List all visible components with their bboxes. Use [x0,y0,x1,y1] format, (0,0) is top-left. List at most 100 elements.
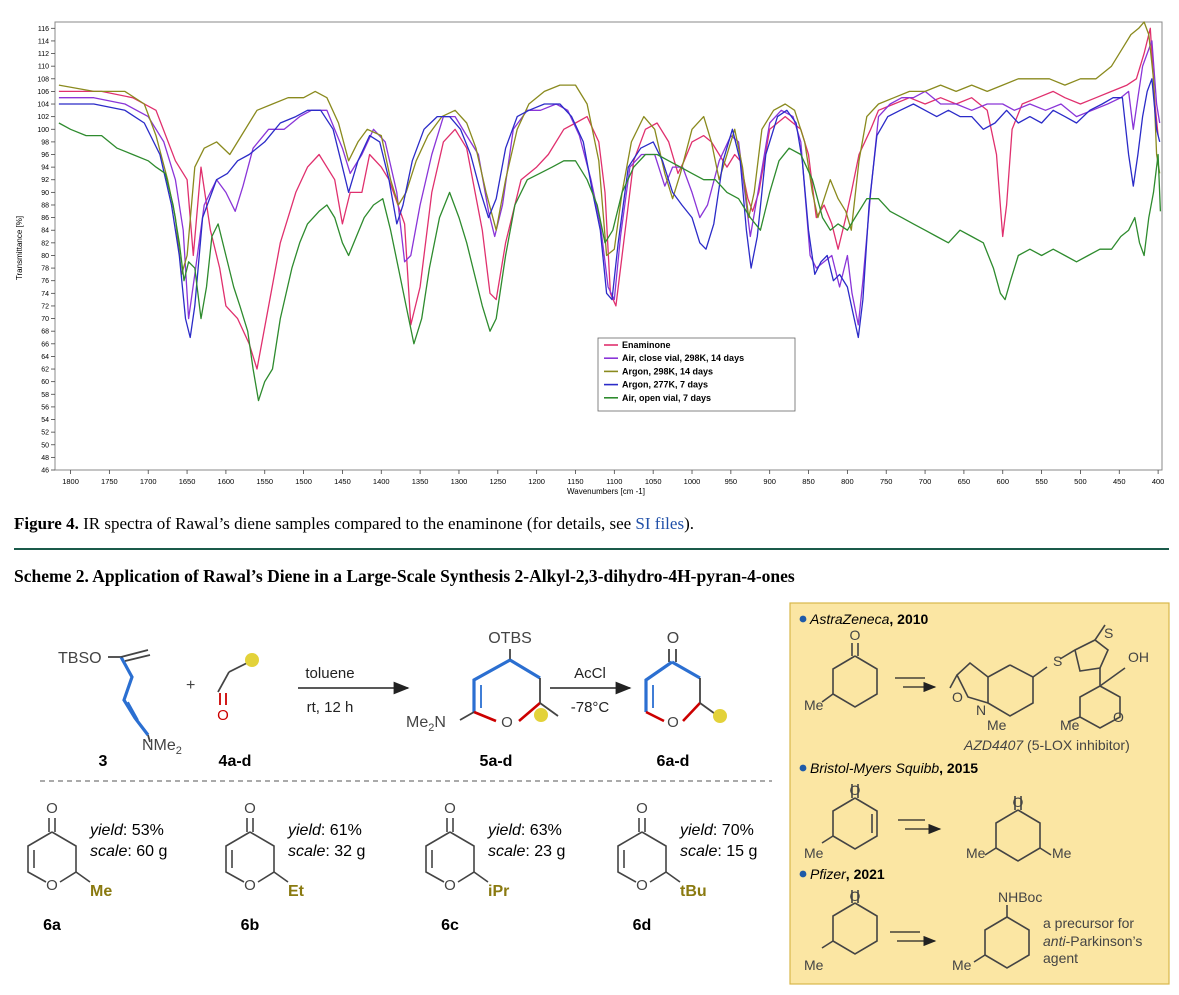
y-tick-label: 46 [41,468,49,475]
y-tick-label: 100 [37,127,49,134]
svg-text:a precursor for: a precursor for [1043,915,1134,931]
ir-spectrum-chart: 1800 1750 1700 1650 1600 1550 1500 1450 1400 1350… [15,21,1165,496]
plot-area [54,21,1163,471]
x-axis-label: Wavenumbers [cm -1] [567,487,645,496]
y-tick-label: 52 [41,430,49,437]
y-tick-label: 50 [41,442,49,449]
condition-1-top: toluene [305,665,354,682]
compound-3-label: 3 [99,753,108,770]
y-tick-label: 112 [38,51,49,58]
svg-text:Me: Me [966,845,986,861]
series-line-0 [58,27,1159,370]
svg-text:Me: Me [804,957,824,973]
y-tick-label: 114 [38,38,49,45]
svg-text:S: S [1104,625,1113,641]
x-tick-label: 750 [880,477,893,486]
series-line-4 [58,122,1162,402]
x-tick-label: 1450 [334,477,351,486]
x-tick-label: 1100 [606,477,622,486]
legend-entry: Argon, 298K, 14 days [622,366,713,376]
alkyl-group: iPr [488,883,509,900]
y-tick-label: 104 [37,102,49,109]
x-tick-label: 900 [763,477,776,486]
y-tick-label: 48 [41,455,49,462]
x-tick-label: 1050 [645,477,662,486]
compound-6-label: 6a-d [657,753,690,770]
x-tick-label: 1550 [256,477,273,486]
y-tick-label: 88 [41,202,49,209]
svg-text:anti-Parkinson’s: anti-Parkinson’s [1043,933,1142,949]
caption-text: IR spectra of Rawal’s diene samples comp… [83,514,632,533]
x-tick-label: 1800 [62,477,79,486]
reaction-scheme: TBSO NMe2 3 + O 4a-d toluene rt, 12 h OT… [27,602,1170,985]
condition-2-bottom: -78°C [571,699,610,716]
x-tick-label: 500 [1074,477,1087,486]
series-line-3 [58,78,1161,339]
product-6b: O O Et 6b yield: 61% scale: 32 g [225,800,365,934]
y-tick-label: 54 [41,417,49,424]
me2n-label: Me2N [406,714,446,734]
x-tick-label: 1250 [489,477,506,486]
x-tick-label: 1150 [567,477,583,486]
nme2-label: NMe2 [142,737,182,757]
x-tick-label: 400 [1152,477,1165,486]
x-tick-label: 1000 [684,477,701,486]
ring-oxygen: O [444,877,456,894]
yield-text: yield: 63% [487,822,562,839]
y-tick-label: 58 [41,392,49,399]
y-tick-label: 92 [41,177,49,184]
svg-text:Me: Me [804,697,824,713]
product-6c: O O iPr 6c yield: 63% scale: 23 g [425,800,565,934]
x-tick-label: 1700 [140,477,157,486]
svg-text:Me: Me [952,957,972,973]
y-tick-label: 60 [41,379,49,386]
y-tick-label: 86 [41,215,49,222]
svg-text:O: O [952,689,963,705]
x-tick-label: 1500 [295,477,312,486]
y-tick-label: 72 [41,303,49,310]
compound-5-structure: OTBS O Me2N 5a-d [406,630,559,770]
svg-text:Me: Me [1060,717,1080,733]
y-tick-label: 76 [41,278,49,285]
y-tick-label: 80 [41,253,49,260]
svg-text:NHBoc: NHBoc [998,889,1042,905]
aldehyde-oxygen: O [217,707,229,724]
svg-text:N: N [976,702,986,718]
ketone-oxygen: O [667,630,679,647]
r-group-marker [245,653,259,667]
y-tick-label: 98 [41,139,49,146]
x-tick-label: 1350 [412,477,429,486]
legend-entry: Air, close vial, 298K, 14 days [622,353,744,363]
svg-text:OH: OH [1128,649,1149,665]
svg-text:agent: agent [1043,950,1078,966]
condition-2-top: AcCl [574,665,606,682]
product-label: 6c [441,917,459,934]
y-tick-label: 90 [41,190,49,197]
series-line-2 [58,21,1161,276]
x-tick-label: 950 [725,477,738,486]
x-tick-label: 650 [958,477,971,486]
product-list: O O Me 6a yield: 53% scale: 60 g O O Et 6b yield: … [27,800,757,934]
plus-sign: + [186,677,195,694]
product-label: 6a [43,917,61,934]
y-tick-label: 110 [38,64,49,71]
ring-oxygen: O [636,877,648,894]
svg-text:Me: Me [804,845,824,861]
y-tick-label: 66 [41,341,49,348]
caption-end: ). [684,514,694,533]
compound-3-structure: TBSO NMe2 3 [58,649,182,770]
svg-text:O: O [850,627,861,643]
svg-text:Me: Me [987,717,1007,733]
si-files-link[interactable]: SI files [635,514,685,533]
scale-text: scale: 60 g [90,843,167,860]
ring-oxygen-5: O [501,714,513,731]
alkyl-group: Et [288,883,305,900]
scheme-title: Scheme 2. Application of Rawal’s Diene i… [14,566,795,586]
y-tick-label: 70 [41,316,49,323]
alkyl-group: Me [90,883,112,900]
tbso-label: TBSO [58,650,102,667]
x-tick-label: 1400 [373,477,390,486]
y-tick-label: 96 [41,152,49,159]
svg-text:S: S [1053,653,1062,669]
section-divider [14,548,1169,550]
